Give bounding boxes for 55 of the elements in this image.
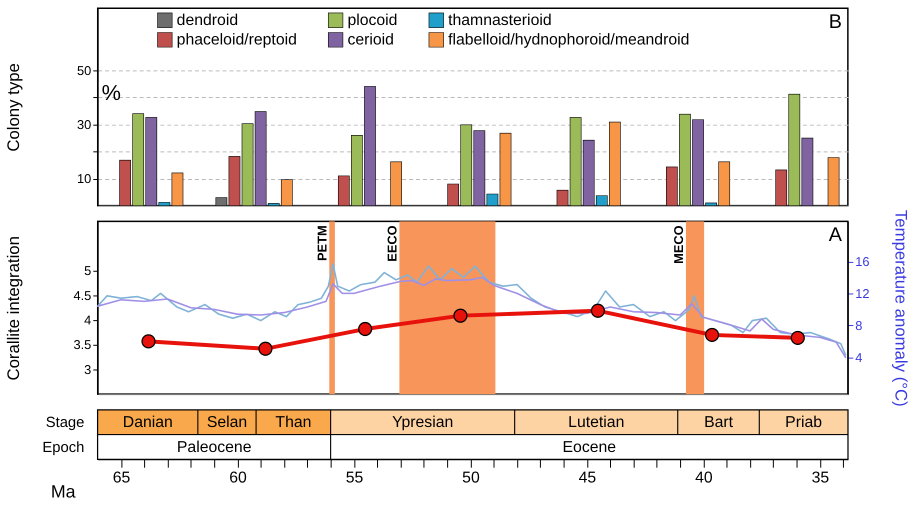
y2-tick-label: 12 bbox=[855, 286, 870, 301]
legend-label: plocoid bbox=[347, 12, 398, 30]
series-label: Eocene bbox=[562, 438, 616, 456]
annotation: B bbox=[828, 10, 842, 33]
band-label: MECO bbox=[670, 225, 686, 264]
point bbox=[790, 330, 805, 345]
x-axis-title: Ma bbox=[50, 481, 76, 502]
y2-tick-label: 4 bbox=[855, 350, 862, 365]
point bbox=[258, 342, 273, 356]
y-tick-label: 4.5 bbox=[73, 288, 92, 303]
series-label: Danian bbox=[122, 414, 173, 432]
y-tick-label: 4 bbox=[84, 312, 92, 328]
y2-axis-title: Temperature anomaly (°C) bbox=[892, 210, 911, 407]
series-label: Paleocene bbox=[176, 438, 252, 456]
line-series bbox=[96, 263, 846, 356]
annotation: A bbox=[828, 224, 843, 246]
x-tick-label: 65 bbox=[112, 469, 131, 486]
y-tick-label: 3.5 bbox=[73, 337, 92, 352]
y-axis-title: Corallite integration bbox=[4, 236, 24, 381]
y-tick-label: 5 bbox=[84, 263, 92, 278]
x-tick-label: 35 bbox=[812, 469, 830, 486]
point bbox=[141, 334, 156, 348]
band-label: PETM bbox=[314, 225, 330, 262]
band-label: EECO bbox=[384, 225, 400, 262]
y-axis-title: Colony type bbox=[4, 63, 24, 152]
legend-label: phaceloid/reptoid bbox=[176, 32, 297, 49]
series-label: Priab bbox=[785, 414, 822, 432]
x-tick-label: 40 bbox=[695, 469, 713, 486]
y2-tick-label: 16 bbox=[855, 254, 870, 269]
x-tick-label: 55 bbox=[346, 469, 364, 486]
series-label: Lutetian bbox=[568, 414, 624, 432]
y-tick-label: Epoch bbox=[42, 440, 84, 456]
point bbox=[453, 308, 468, 323]
point bbox=[704, 328, 720, 342]
y-tick-label: 50 bbox=[77, 62, 92, 78]
legend-label: flabelloid/hydnophoroid/meandroid bbox=[448, 32, 690, 49]
legend-label: dendroid bbox=[176, 12, 238, 30]
x-tick-label: 50 bbox=[462, 469, 480, 486]
line-series bbox=[96, 276, 846, 358]
series-label: Ypresian bbox=[392, 414, 454, 432]
y2-tick-label: 8 bbox=[855, 318, 862, 333]
y-tick-label: 30 bbox=[77, 116, 92, 132]
series-label: Bart bbox=[704, 414, 734, 432]
series-label: Selan bbox=[206, 414, 248, 432]
annotation: % bbox=[102, 80, 121, 106]
y-tick-label: 3 bbox=[84, 362, 92, 377]
point bbox=[590, 304, 605, 318]
series-label: Than bbox=[275, 414, 312, 432]
y-tick-label: Stage bbox=[46, 415, 84, 432]
x-tick-label: 60 bbox=[229, 469, 247, 486]
y-tick-label: 10 bbox=[77, 171, 92, 186]
point bbox=[358, 322, 372, 336]
x-tick-label: 45 bbox=[578, 469, 596, 486]
legend-label: cerioid bbox=[347, 32, 394, 49]
legend-label: thamnasterioid bbox=[448, 12, 552, 30]
